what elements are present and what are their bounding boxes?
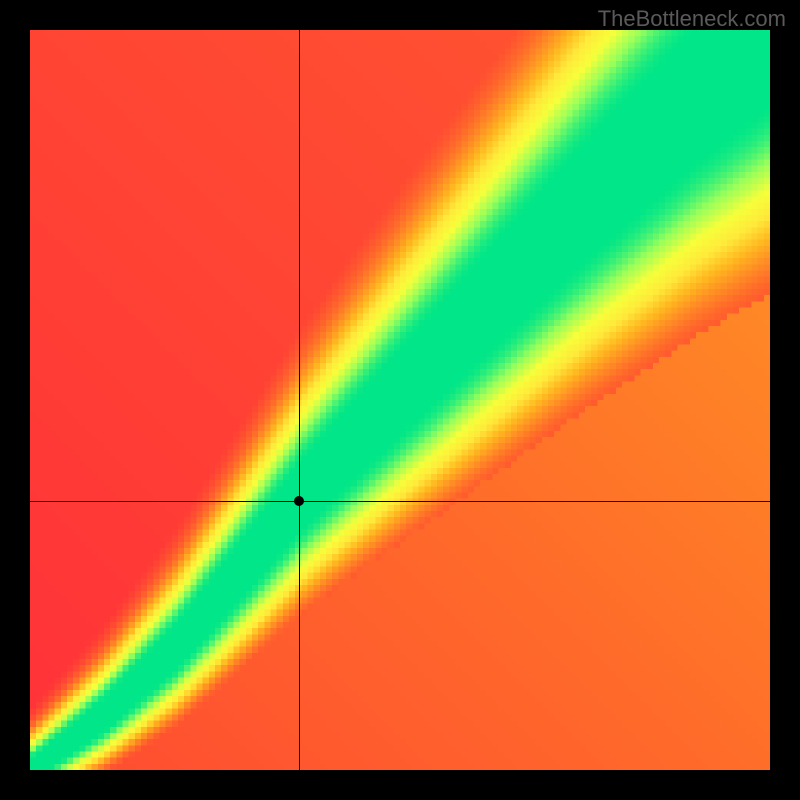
- crosshair-horizontal: [30, 501, 770, 502]
- watermark-text: TheBottleneck.com: [598, 6, 786, 32]
- plot-area: [30, 30, 770, 770]
- crosshair-marker: [294, 496, 304, 506]
- crosshair-vertical: [299, 30, 300, 770]
- heatmap-canvas: [30, 30, 770, 770]
- chart-container: TheBottleneck.com: [0, 0, 800, 800]
